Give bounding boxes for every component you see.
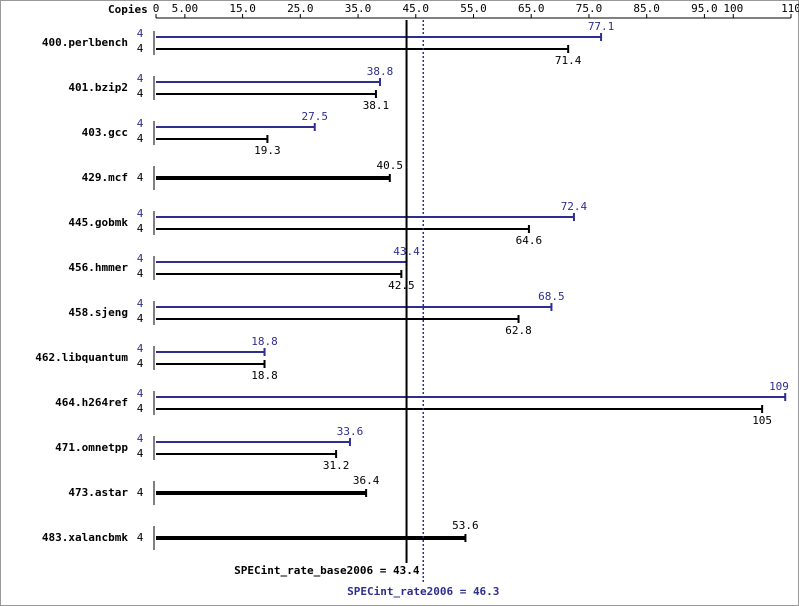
benchmark-label: 401.bzip2 bbox=[68, 81, 128, 94]
bar bbox=[156, 351, 265, 353]
bar bbox=[156, 396, 786, 398]
x-tick-label: 0 bbox=[153, 2, 160, 15]
value-label: 33.6 bbox=[337, 425, 364, 438]
value-label: 40.5 bbox=[377, 159, 404, 172]
value-label: 64.6 bbox=[516, 234, 543, 247]
value-label: 62.8 bbox=[505, 324, 532, 337]
bar bbox=[156, 216, 574, 218]
copies-label: 4 bbox=[137, 252, 144, 265]
benchmark-label: 462.libquantum bbox=[35, 351, 128, 364]
x-tick-label: 15.0 bbox=[229, 2, 256, 15]
bar bbox=[156, 273, 402, 275]
benchmark-label: 471.omnetpp bbox=[55, 441, 128, 454]
value-label: 18.8 bbox=[251, 369, 278, 382]
bar bbox=[156, 261, 407, 263]
copies-label: 4 bbox=[137, 42, 144, 55]
bar bbox=[156, 491, 367, 495]
copies-label: 4 bbox=[137, 432, 144, 445]
value-label: 42.5 bbox=[388, 279, 415, 292]
value-label: 105 bbox=[752, 414, 772, 427]
benchmark-label: 400.perlbench bbox=[42, 36, 128, 49]
copies-label: 4 bbox=[137, 171, 144, 184]
copies-label: 4 bbox=[137, 132, 144, 145]
value-label: 38.1 bbox=[363, 99, 390, 112]
reference-label: SPECint_rate2006 = 46.3 bbox=[347, 585, 499, 598]
value-label: 38.8 bbox=[367, 65, 394, 78]
bar bbox=[156, 126, 315, 128]
value-label: 18.8 bbox=[251, 335, 278, 348]
copies-label: 4 bbox=[137, 72, 144, 85]
benchmark-label: 403.gcc bbox=[82, 126, 128, 139]
bar bbox=[156, 48, 569, 50]
copies-header: Copies bbox=[108, 3, 148, 16]
bar bbox=[156, 138, 268, 140]
x-tick-label: 55.0 bbox=[460, 2, 487, 15]
value-label: 109 bbox=[769, 380, 789, 393]
copies-label: 4 bbox=[137, 27, 144, 40]
copies-label: 4 bbox=[137, 357, 144, 370]
benchmark-label: 464.h264ref bbox=[55, 396, 128, 409]
bar bbox=[156, 408, 763, 410]
x-tick-label: 65.0 bbox=[518, 2, 545, 15]
copies-label: 4 bbox=[137, 87, 144, 100]
x-tick-label: 75.0 bbox=[576, 2, 603, 15]
copies-label: 4 bbox=[137, 447, 144, 460]
copies-label: 4 bbox=[137, 531, 144, 544]
copies-label: 4 bbox=[137, 312, 144, 325]
value-label: 68.5 bbox=[538, 290, 565, 303]
copies-label: 4 bbox=[137, 297, 144, 310]
value-label: 27.5 bbox=[302, 110, 329, 123]
x-tick-label: 110 bbox=[781, 2, 799, 15]
x-tick-label: 25.0 bbox=[287, 2, 314, 15]
bar bbox=[156, 228, 529, 230]
value-label: 72.4 bbox=[561, 200, 588, 213]
bar bbox=[156, 363, 265, 365]
bar bbox=[156, 318, 519, 320]
copies-label: 4 bbox=[137, 207, 144, 220]
x-tick-label: 5.00 bbox=[172, 2, 199, 15]
x-tick-label: 95.0 bbox=[691, 2, 718, 15]
copies-label: 4 bbox=[137, 486, 144, 499]
benchmark-label: 429.mcf bbox=[82, 171, 128, 184]
x-tick-label: 35.0 bbox=[345, 2, 372, 15]
value-label: 36.4 bbox=[353, 474, 380, 487]
copies-label: 4 bbox=[137, 117, 144, 130]
x-tick-label: 100 bbox=[723, 2, 743, 15]
benchmark-label: 483.xalancbmk bbox=[42, 531, 128, 544]
benchmark-label: 456.hmmer bbox=[68, 261, 128, 274]
x-tick-label: 85.0 bbox=[633, 2, 660, 15]
bar bbox=[156, 176, 390, 180]
value-label: 71.4 bbox=[555, 54, 582, 67]
bar bbox=[156, 306, 552, 308]
bar bbox=[156, 93, 376, 95]
bar bbox=[156, 441, 350, 443]
copies-label: 4 bbox=[137, 342, 144, 355]
value-label: 77.1 bbox=[588, 20, 615, 33]
copies-label: 4 bbox=[137, 267, 144, 280]
x-tick-label: 45.0 bbox=[403, 2, 430, 15]
bar bbox=[156, 81, 380, 83]
bar bbox=[156, 453, 337, 455]
value-label: 31.2 bbox=[323, 459, 350, 472]
benchmark-label: 445.gobmk bbox=[68, 216, 128, 229]
copies-label: 4 bbox=[137, 222, 144, 235]
copies-label: 4 bbox=[137, 402, 144, 415]
value-label: 53.6 bbox=[452, 519, 479, 532]
benchmark-label: 458.sjeng bbox=[68, 306, 128, 319]
copies-label: 4 bbox=[137, 387, 144, 400]
bar bbox=[156, 36, 602, 38]
bar bbox=[156, 536, 466, 540]
value-label: 19.3 bbox=[254, 144, 281, 157]
benchmark-label: 473.astar bbox=[68, 486, 128, 499]
reference-label: SPECint_rate_base2006 = 43.4 bbox=[234, 564, 420, 577]
